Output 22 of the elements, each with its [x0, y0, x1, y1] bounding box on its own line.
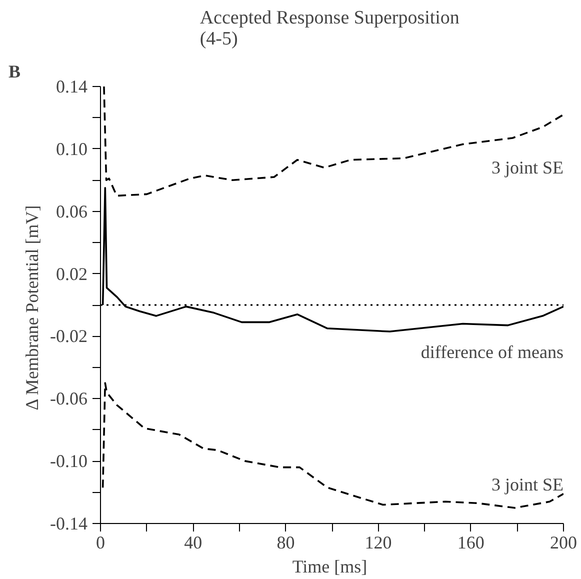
annotation: 3 joint SE [491, 158, 564, 178]
text: B [8, 62, 21, 82]
chart-title: Accepted Response Superposition (4-5) [200, 8, 460, 50]
x-tick-label: 200 [550, 532, 577, 552]
x-tick-label: 0 [96, 532, 105, 552]
x-axis-title: Time [ms] [292, 556, 368, 576]
x-tick-label: 80 [276, 532, 295, 552]
annotation: difference of means [420, 342, 564, 362]
y-tick-label: -0.02 [50, 326, 88, 346]
y-tick-label: 0.10 [56, 138, 88, 159]
x-tick-label: 40 [184, 532, 202, 552]
annotation: 3 joint SE [491, 474, 564, 494]
y-axis-title: Δ Membrane Potential [mV] [22, 205, 42, 410]
x-tick-label: 120 [364, 532, 392, 552]
y-tick-label: -0.06 [50, 388, 88, 409]
y-tick-label: 0.14 [56, 76, 88, 96]
y-tick-label: 0.06 [56, 201, 88, 222]
line-series [103, 86, 564, 197]
y-tick-label: -0.10 [50, 451, 88, 472]
x-tick-label: 160 [457, 532, 484, 552]
y-tick-label: -0.14 [50, 514, 88, 534]
y-tick-label: 0.02 [56, 264, 88, 284]
